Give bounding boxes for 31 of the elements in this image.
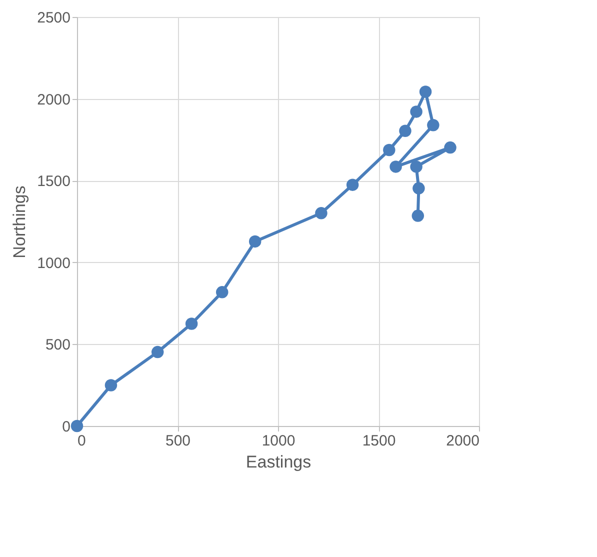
point [315,207,328,220]
point [383,144,396,156]
point [444,141,456,154]
y-tick-label: 2000 [37,91,70,108]
point [410,106,422,118]
point [390,160,402,173]
point [427,119,440,132]
y-tick-label: 500 [45,336,70,354]
point [248,235,262,248]
point [151,346,164,358]
x-axis-title: Eastings [246,452,312,472]
x-tick-label: 2000 [446,432,480,450]
x-tick-label: 500 [165,432,191,450]
point [216,286,228,298]
y-tick-label: 2500 [37,10,70,26]
x-tick-label: 0 [78,432,86,450]
x-tick-label: 1500 [362,432,396,450]
point [419,86,432,98]
point [412,182,425,194]
point [346,178,359,191]
x-tick-label: 1000 [262,432,296,450]
point [70,420,84,432]
y-tick-label: 1500 [37,173,70,190]
y-axis-title: Northings [10,186,30,258]
point [410,160,422,173]
point [185,318,198,330]
point [104,379,118,392]
y-tick-label: 1000 [37,254,70,272]
y-tick-label: 0 [62,418,70,436]
point [412,210,424,222]
point [399,124,412,137]
